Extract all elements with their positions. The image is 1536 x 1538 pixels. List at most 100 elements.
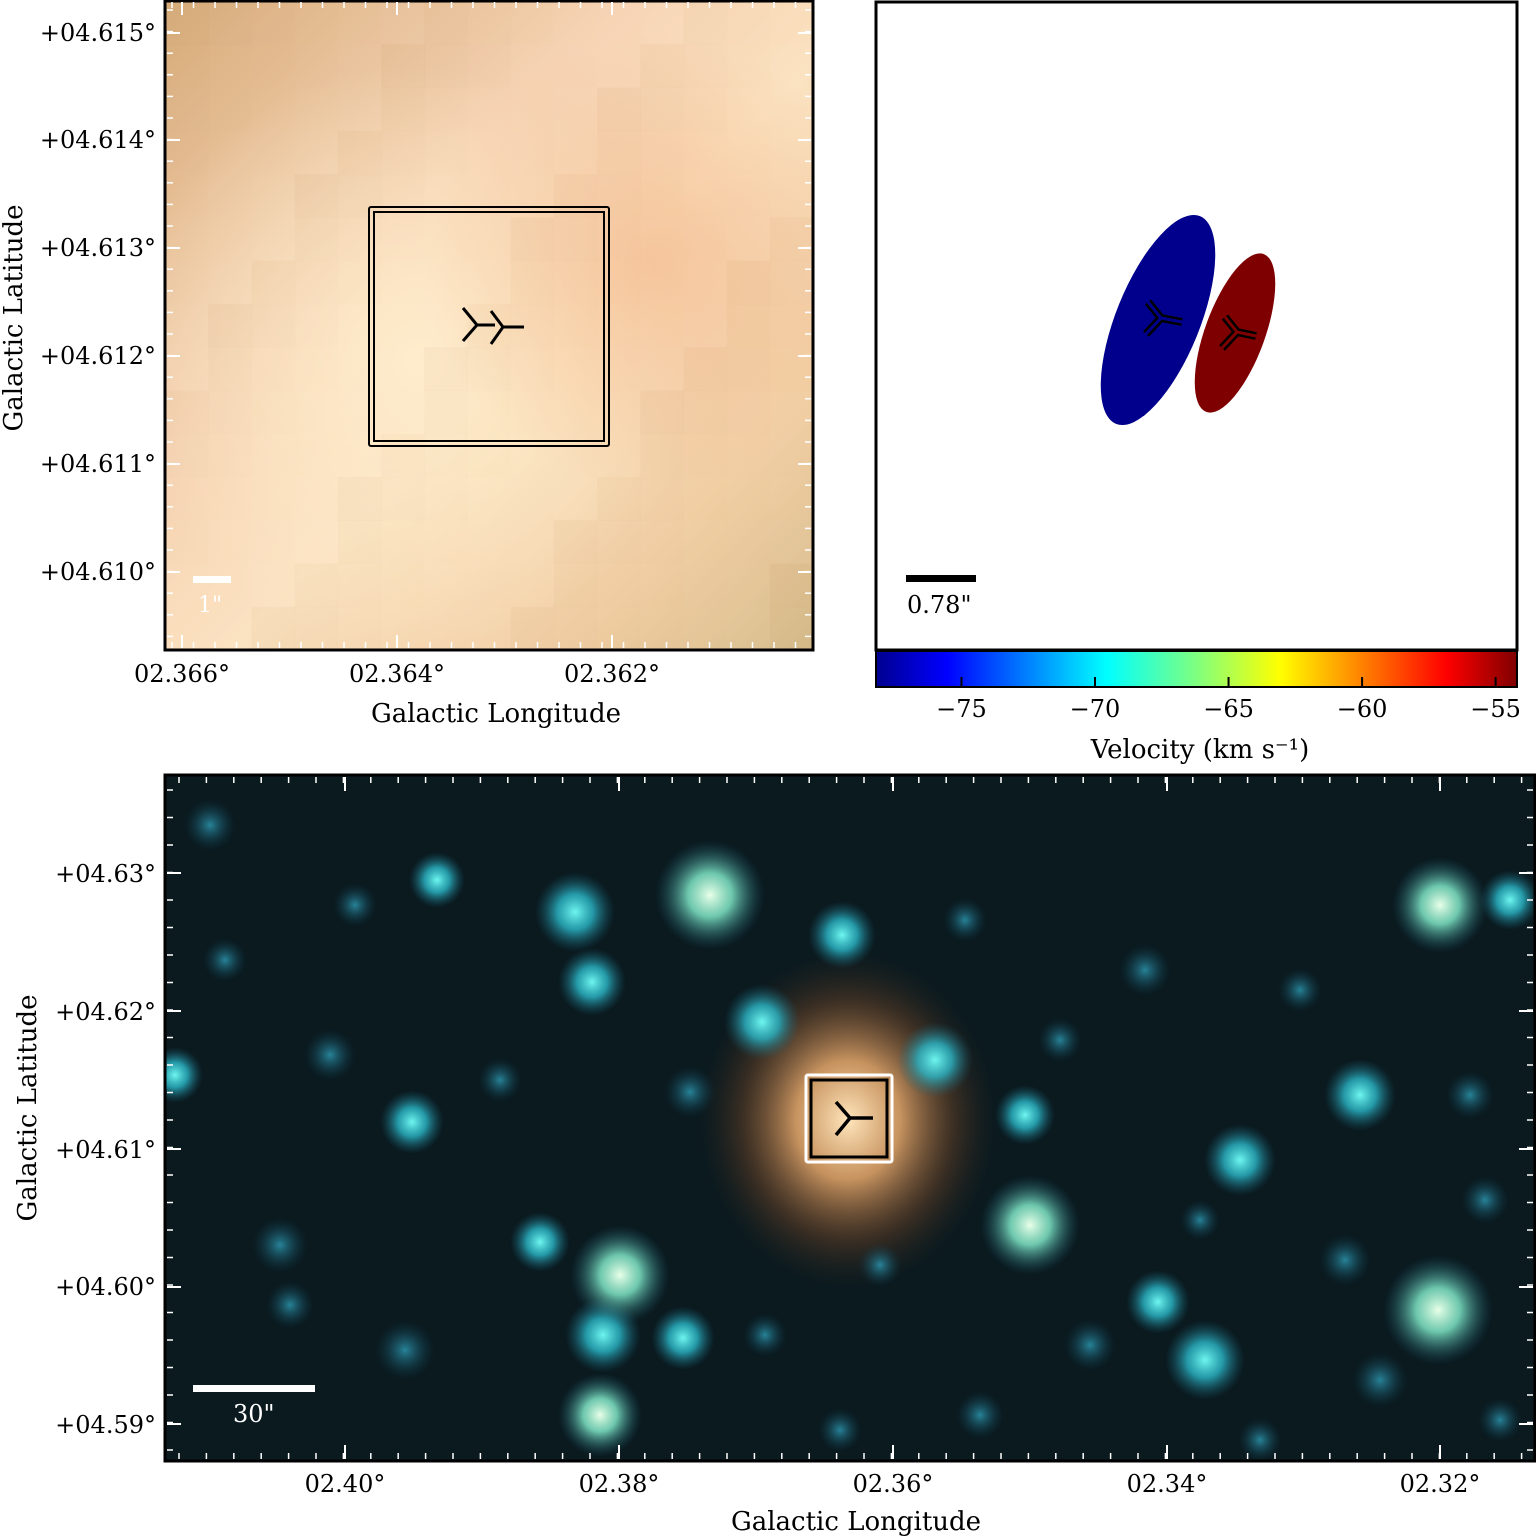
tl-pixel: [381, 390, 425, 434]
tl-pixel: [295, 477, 339, 521]
tl-pixel: [770, 44, 814, 88]
bottom-ytick-2: +04.61°: [55, 1136, 156, 1164]
bottom-xtick-1: 02.38°: [579, 1470, 660, 1498]
tl-pixel: [683, 347, 727, 391]
tl-pixel: [554, 563, 598, 607]
tl-pixel: [165, 390, 209, 434]
tl-pixel: [727, 347, 771, 391]
tl-pixel: [295, 390, 339, 434]
tl-pixel: [251, 477, 295, 521]
star: [1461, 1176, 1509, 1224]
tl-pixel: [251, 304, 295, 348]
tl-pixel: [597, 87, 641, 132]
tl-pixel: [424, 607, 468, 651]
tl-pixel: [424, 88, 468, 132]
tl-ytick-0: +04.615°: [40, 19, 156, 47]
star: [897, 1022, 973, 1098]
tl-pixel: [295, 261, 339, 305]
tl-pixel: [770, 261, 814, 305]
tl-pixel: [683, 563, 727, 607]
top-right-panel: 0.78" −75 −70 −65 −60 −55 Velocity (km s⁻¹): [874, 0, 1521, 765]
star: [724, 984, 800, 1060]
tl-pixel: [727, 477, 771, 521]
tl-pixel: [727, 563, 771, 607]
tl-pixel: [251, 131, 295, 175]
tl-pixel: [640, 88, 684, 132]
tl-pixel: [295, 520, 339, 564]
tl-pixel: [553, 520, 598, 564]
tl-pixel: [727, 520, 771, 564]
tl-pixel: [208, 44, 252, 88]
tl-pixel: [165, 174, 209, 218]
tl-pixel: [554, 607, 598, 651]
star: [664, 1066, 716, 1118]
star: [808, 901, 876, 969]
tl-pixel: [251, 217, 295, 261]
bottom-source-box-inner: [809, 1078, 889, 1159]
star: [380, 1090, 444, 1154]
tl-pixel: [683, 44, 727, 88]
tl-pixel: [769, 563, 814, 608]
tl-pixel: [208, 390, 252, 434]
tl-pixel: [338, 44, 382, 88]
star: [1478, 1398, 1522, 1442]
star: [651, 1306, 715, 1370]
tl-xtick-0: 02.366°: [134, 660, 230, 688]
tl-pixel: [770, 217, 814, 261]
tl-pixel: [554, 347, 598, 391]
star: [943, 898, 987, 942]
tl-scalebar-label: 1": [198, 593, 222, 618]
tl-source-box-outer: [368, 206, 610, 447]
tl-ytick-1: +04.614°: [40, 126, 156, 154]
bottom-ytick-3: +04.60°: [55, 1273, 156, 1301]
tl-ytick-3: +04.612°: [40, 342, 156, 370]
tl-pixel: [208, 131, 252, 175]
tl-pixel: [683, 1, 727, 45]
star: [995, 1085, 1055, 1145]
tl-pixel: [511, 261, 555, 305]
tl-pixel: [208, 217, 252, 261]
tl-pixel: [424, 131, 468, 175]
tl-pixel: [467, 131, 511, 175]
tl-pixel: [295, 434, 339, 478]
tl-pixel: [381, 520, 425, 564]
tl-pixel: [640, 434, 684, 478]
tl-pixel: [208, 477, 252, 521]
tl-pixel: [511, 607, 555, 651]
tl-pixel: [640, 261, 684, 305]
star: [655, 840, 765, 950]
tl-pixel: [770, 347, 814, 391]
bottom-ytick-0: +04.63°: [55, 860, 156, 888]
tl-pixel: [251, 563, 295, 607]
tl-pixel: [640, 563, 684, 607]
tl-pixel: [727, 1, 771, 45]
tl-pixel: [337, 476, 382, 521]
tl-pixel: [165, 477, 209, 521]
tl-pixel: [640, 217, 684, 261]
bottom-xtick-3: 02.34°: [1127, 1470, 1208, 1498]
tr-maser-marker-blue: [1144, 301, 1183, 336]
tl-pixel: [467, 44, 511, 88]
tl-pixel: [251, 390, 295, 434]
tl-pixel: [381, 88, 425, 132]
bottom-ticks: [167, 777, 1533, 1459]
tl-pixel: [381, 563, 425, 607]
bottom-source-box-outer: [804, 1073, 894, 1164]
tl-pixel: [640, 1, 684, 45]
tl-ytick-2: +04.613°: [40, 234, 156, 262]
star: [956, 1391, 1004, 1439]
star: [304, 1029, 356, 1081]
tr-maser-marker-red: [1220, 316, 1257, 350]
tl-pixel: [554, 304, 598, 348]
tl-pixel: [381, 347, 425, 391]
tl-pixel: [511, 1, 555, 45]
tl-maser-marker-2: [489, 310, 524, 345]
star: [1126, 1270, 1190, 1334]
tl-pixel: [727, 131, 771, 175]
tl-pixel: [770, 520, 814, 564]
tl-pixel: [554, 44, 598, 88]
tl-pixel: [295, 304, 339, 348]
colorbar-tick-label: −55: [1470, 695, 1521, 723]
tl-pixel: [640, 390, 684, 435]
tl-xtick-2: 02.362°: [564, 660, 660, 688]
